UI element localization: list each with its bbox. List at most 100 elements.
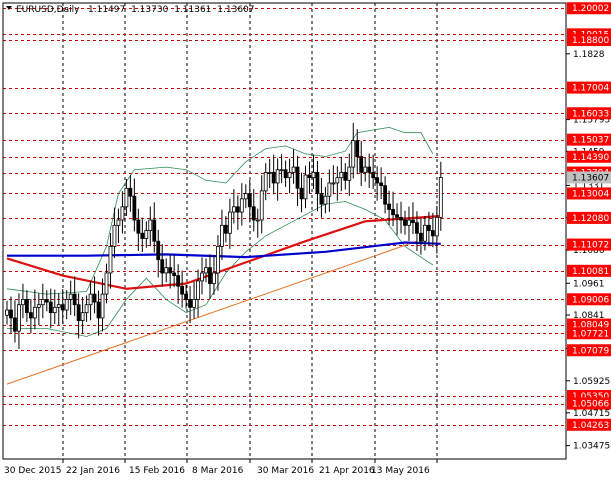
candle-0	[5, 300, 9, 325]
x-tick-label-5: 21 Apr 2016	[319, 466, 375, 476]
candle-92	[371, 154, 376, 190]
candle-45	[184, 284, 189, 309]
level-label-bg-8	[567, 187, 611, 200]
level-label-16: 1.05350	[572, 392, 609, 402]
candle-86	[347, 153, 352, 196]
candle-48	[196, 269, 200, 318]
candle-73	[295, 155, 300, 206]
level-label-bg-9	[567, 211, 611, 224]
level-label-bg-4	[567, 107, 611, 120]
candle-82	[331, 165, 336, 195]
candle-87	[351, 122, 356, 179]
x-tick-label-2: 15 Feb 2016	[129, 466, 185, 476]
candle-89	[359, 140, 364, 186]
plot-frame	[2, 2, 567, 460]
candle-93	[375, 166, 380, 201]
x-tick-label-4: 30 Mar 2016	[257, 466, 314, 476]
candle-105	[422, 216, 427, 251]
x-tick-label-6: 13 May 2016	[371, 466, 430, 476]
candle-10	[44, 290, 49, 312]
candle-23	[96, 290, 101, 336]
ohlc-open: 1.11497	[88, 5, 125, 15]
y-tick-label-0: 1.1828	[573, 50, 605, 60]
level-label-bg-5	[567, 133, 611, 146]
price-level-lines	[3, 8, 566, 426]
candle-39	[160, 244, 165, 287]
candle-76	[307, 161, 312, 194]
level-label-9: 1.12080	[572, 214, 609, 224]
x-tick-label-0: 30 Dec 2015	[4, 466, 62, 476]
candle-52	[212, 255, 216, 295]
candle-101	[407, 206, 411, 241]
candle-33	[136, 208, 141, 251]
bollinger-bands	[6, 126, 434, 337]
level-label-6: 1.14390	[572, 153, 609, 163]
x-tick-label-1: 22 Jan 2016	[66, 466, 120, 476]
level-label-15: 1.07079	[572, 346, 609, 356]
candle-12	[52, 289, 57, 325]
candle-58	[235, 195, 240, 230]
candle-81	[327, 169, 332, 212]
level-label-bg-2	[567, 34, 611, 47]
candle-71	[287, 158, 292, 194]
candle-96	[387, 190, 391, 226]
candle-84	[339, 156, 344, 192]
candle-103	[415, 211, 419, 251]
candle-67	[271, 154, 276, 195]
candle-47	[192, 281, 196, 319]
candle-5	[24, 290, 29, 322]
candle-107	[430, 212, 435, 248]
candle-54	[220, 209, 224, 260]
candle-25	[104, 263, 109, 304]
candle-99	[399, 201, 403, 234]
collapse-triangle-icon	[6, 6, 12, 10]
candle-104	[419, 217, 423, 255]
level-label-3: 1.17004	[572, 84, 609, 94]
level-label-18: 1.04263	[572, 421, 609, 431]
x-tick-label-3: 8 Mar 2016	[192, 466, 244, 476]
support-trendline	[6, 240, 418, 385]
moving-average-red	[6, 214, 441, 290]
candle-38	[156, 229, 161, 278]
candle-64	[259, 175, 264, 234]
candle-78	[315, 160, 320, 212]
candle-19	[80, 297, 85, 335]
candle-102	[411, 202, 415, 235]
candle-8	[36, 293, 41, 326]
candle-75	[303, 165, 308, 209]
y-tick-label-10: 1.04715	[573, 409, 610, 419]
candle-26	[108, 232, 113, 289]
candle-37	[152, 202, 157, 253]
candle-3	[17, 293, 21, 349]
candle-69	[279, 154, 284, 184]
candle-55	[223, 216, 228, 243]
ohlc-low: 1.11361	[174, 5, 211, 15]
y-tick-label-6: 1.0961	[573, 279, 605, 289]
candle-2	[13, 300, 17, 343]
y-tick-label-5: 1.1086	[573, 246, 605, 256]
candle-95	[383, 176, 388, 214]
level-label-bg-12	[567, 293, 611, 306]
candle-20	[84, 295, 89, 322]
candle-53	[216, 235, 220, 291]
candle-91	[367, 153, 372, 188]
level-label-bg-6	[567, 150, 611, 163]
bollinger-lower-line	[7, 201, 434, 337]
candle-63	[255, 208, 260, 238]
level-label-12: 1.09006	[572, 295, 609, 305]
candle-94	[379, 167, 384, 200]
candle-22	[92, 276, 97, 314]
candle-18	[76, 293, 81, 339]
current-price-bg	[567, 171, 611, 184]
candle-57	[231, 189, 236, 224]
y-tick-label-1: 1.15795	[573, 116, 610, 126]
candle-32	[132, 178, 137, 232]
level-label-bg-10	[567, 238, 611, 251]
candle-68	[275, 158, 280, 201]
level-label-5: 1.15037	[572, 136, 609, 146]
candle-56	[227, 198, 232, 249]
candle-66	[267, 158, 272, 188]
level-label-bg-15	[567, 344, 611, 357]
candle-42	[172, 255, 177, 287]
y-tick-label-7: 1.0841	[573, 311, 605, 321]
